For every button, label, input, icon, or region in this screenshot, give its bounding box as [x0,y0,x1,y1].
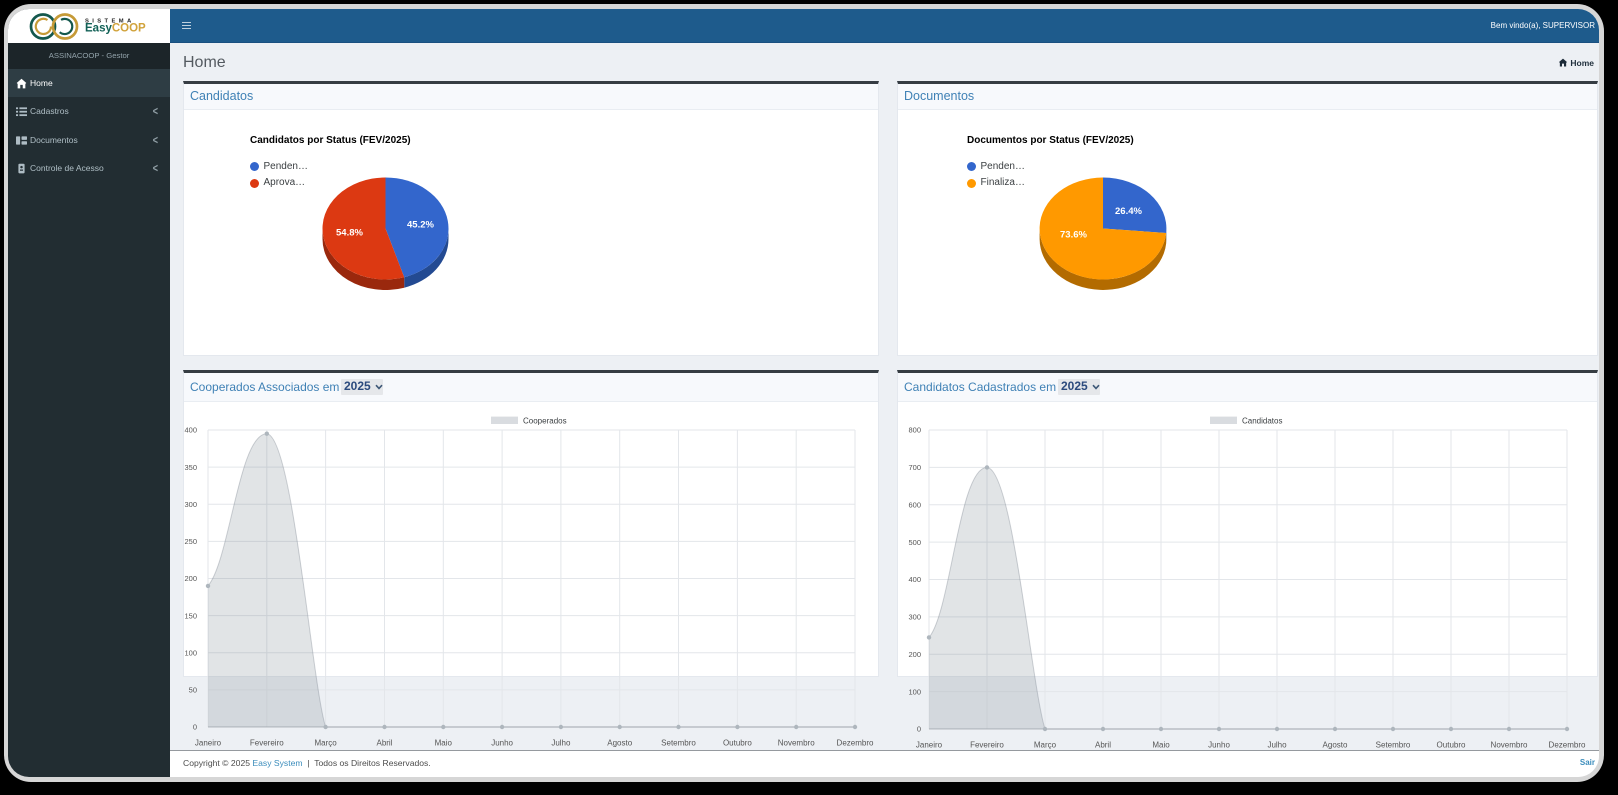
svg-text:Abril: Abril [376,739,392,748]
svg-text:73.6%: 73.6% [1060,230,1087,241]
svg-text:150: 150 [184,611,197,620]
svg-text:Março: Março [314,739,337,748]
svg-text:400: 400 [184,426,197,435]
svg-text:45.2%: 45.2% [407,220,434,231]
svg-text:EasyCOOP: EasyCOOP [85,23,146,35]
svg-text:Outubro: Outubro [723,739,752,748]
svg-text:Abril: Abril [1095,741,1111,750]
svg-text:600: 600 [908,501,921,510]
svg-text:Janeiro: Janeiro [195,739,222,748]
svg-text:Novembro: Novembro [1491,741,1528,750]
svg-text:Dezembro: Dezembro [1549,741,1586,750]
svg-text:Junho: Junho [1208,741,1230,750]
svg-text:Cooperados: Cooperados [523,417,567,426]
svg-text:Junho: Junho [491,739,513,748]
svg-text:200: 200 [908,650,921,659]
svg-text:Julho: Julho [551,739,571,748]
svg-text:SISTEMA: SISTEMA [85,19,135,25]
svg-text:800: 800 [908,426,921,435]
svg-text:0: 0 [193,723,197,732]
svg-text:400: 400 [908,575,921,584]
svg-text:250: 250 [184,537,197,546]
svg-text:54.8%: 54.8% [336,228,363,239]
svg-text:Outubro: Outubro [1437,741,1466,750]
svg-text:350: 350 [184,463,197,472]
svg-text:0: 0 [917,725,921,734]
svg-text:Agosto: Agosto [607,739,632,748]
svg-text:Março: Março [1034,741,1057,750]
svg-text:Fevereiro: Fevereiro [250,739,284,748]
svg-text:Julho: Julho [1267,741,1287,750]
svg-text:Fevereiro: Fevereiro [970,741,1004,750]
svg-text:100: 100 [908,687,921,696]
svg-text:500: 500 [908,538,921,547]
svg-text:700: 700 [908,463,921,472]
svg-text:200: 200 [184,574,197,583]
svg-text:Janeiro: Janeiro [916,741,943,750]
svg-text:300: 300 [908,613,921,622]
svg-text:26.4%: 26.4% [1115,206,1142,217]
svg-text:100: 100 [184,648,197,657]
svg-text:Maio: Maio [435,739,453,748]
svg-text:300: 300 [184,500,197,509]
svg-text:Setembro: Setembro [1376,741,1411,750]
svg-text:Agosto: Agosto [1323,741,1348,750]
svg-text:Candidatos: Candidatos [1242,417,1282,426]
svg-text:Maio: Maio [1152,741,1170,750]
svg-text:50: 50 [189,686,197,695]
svg-text:Dezembro: Dezembro [837,739,874,748]
svg-text:Setembro: Setembro [661,739,696,748]
svg-text:Novembro: Novembro [778,739,815,748]
